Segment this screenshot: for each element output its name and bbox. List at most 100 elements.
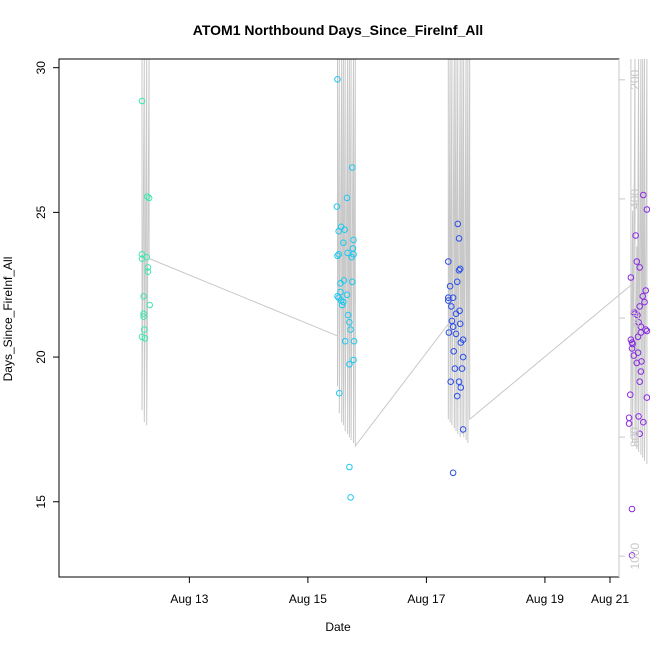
data-point: [349, 164, 356, 171]
data-point: [633, 258, 641, 265]
x-tick-label: Aug 19: [526, 592, 564, 606]
data-point: [636, 264, 644, 271]
data-point: [640, 191, 647, 199]
data-point: [336, 389, 343, 397]
data-point: [333, 203, 341, 210]
data-point: [341, 226, 348, 233]
data-point: [627, 391, 634, 399]
data-point: [637, 368, 645, 375]
data-point: [334, 76, 341, 83]
data-point: [628, 505, 636, 513]
data-point: [455, 235, 463, 242]
data-point: [346, 361, 353, 368]
x-tick-label: Aug 13: [170, 592, 208, 606]
data-point: [347, 326, 354, 333]
data-point: [634, 311, 641, 319]
data-point: [347, 494, 354, 501]
data-point: [445, 294, 452, 302]
data-point: [453, 392, 461, 400]
data-point: [455, 267, 463, 274]
data-point: [450, 348, 458, 355]
y-tick-label: 20: [34, 350, 48, 364]
data-point: [343, 291, 351, 299]
data-point: [141, 335, 149, 342]
x-tick-label: Aug 21: [591, 592, 629, 606]
data-point: [335, 251, 343, 258]
right-tick-label: 400: [628, 189, 642, 209]
data-point: [633, 359, 641, 367]
data-point: [145, 194, 153, 202]
data-point: [449, 323, 457, 331]
right-tick-label: 200: [628, 70, 642, 90]
y-tick-label: 15: [34, 495, 48, 509]
data-point: [628, 345, 636, 352]
data-point: [346, 319, 353, 326]
y-tick-label: 25: [34, 205, 48, 219]
data-point: [449, 469, 457, 477]
data-point: [638, 358, 645, 365]
x-tick-label: Aug 15: [289, 592, 327, 606]
data-point: [640, 418, 647, 426]
right-tick-label: 600: [628, 308, 642, 328]
chart-title: ATOM1 Northbound Days_Since_FireInf_All: [193, 22, 483, 38]
data-point: [639, 293, 647, 300]
data-point: [448, 303, 455, 310]
right-tick-label: 1000: [628, 542, 642, 569]
data-point: [144, 193, 151, 200]
data-point: [456, 307, 463, 315]
data-point: [625, 420, 633, 427]
data-point: [459, 353, 467, 361]
data-point: [340, 277, 348, 284]
data-point: [341, 337, 349, 345]
data-point: [636, 378, 644, 386]
data-point: [642, 326, 650, 333]
data-point: [458, 365, 466, 372]
x-axis-label: Date: [325, 620, 351, 634]
data-point: [447, 378, 455, 386]
data-point: [632, 232, 639, 239]
data-point: [449, 294, 457, 302]
x-tick-label: Aug 17: [407, 592, 445, 606]
data-point: [350, 236, 357, 244]
data-point: [455, 378, 463, 386]
data-point: [445, 258, 452, 265]
data-point: [459, 426, 467, 433]
data-point: [627, 274, 635, 281]
data-point: [334, 252, 341, 260]
data-point: [344, 249, 351, 257]
data-point: [140, 293, 147, 300]
y-tick-label: 30: [34, 61, 48, 75]
data-point: [451, 365, 459, 372]
data-point: [635, 413, 642, 420]
series-group: [445, 220, 467, 477]
data-point: [456, 265, 464, 273]
data-point: [334, 293, 341, 300]
data-point: [445, 297, 452, 304]
data-point: [138, 97, 146, 105]
data-point: [629, 340, 636, 348]
series-group: [138, 97, 153, 342]
data-point: [339, 301, 346, 309]
series-group: [333, 76, 358, 501]
data-point: [141, 326, 148, 333]
data-point: [445, 329, 453, 336]
data-point: [340, 298, 347, 306]
data-point: [144, 264, 152, 271]
data-point: [642, 287, 650, 294]
data-point: [637, 329, 645, 336]
data-point: [344, 311, 352, 319]
data-point: [337, 288, 344, 296]
data-point: [138, 251, 146, 258]
data-point: [446, 282, 454, 290]
data-point: [343, 194, 351, 202]
data-point: [350, 356, 357, 364]
data-point: [636, 430, 644, 438]
data-point: [346, 463, 353, 471]
data-point: [140, 310, 147, 318]
axes-layer: 15 20 25 30 Aug 13 Aug 15 Aug 17 Aug 19 Aug 21 20…: [34, 58, 642, 606]
data-point: [349, 278, 356, 286]
data-point: [627, 336, 635, 344]
data-point: [138, 255, 146, 263]
